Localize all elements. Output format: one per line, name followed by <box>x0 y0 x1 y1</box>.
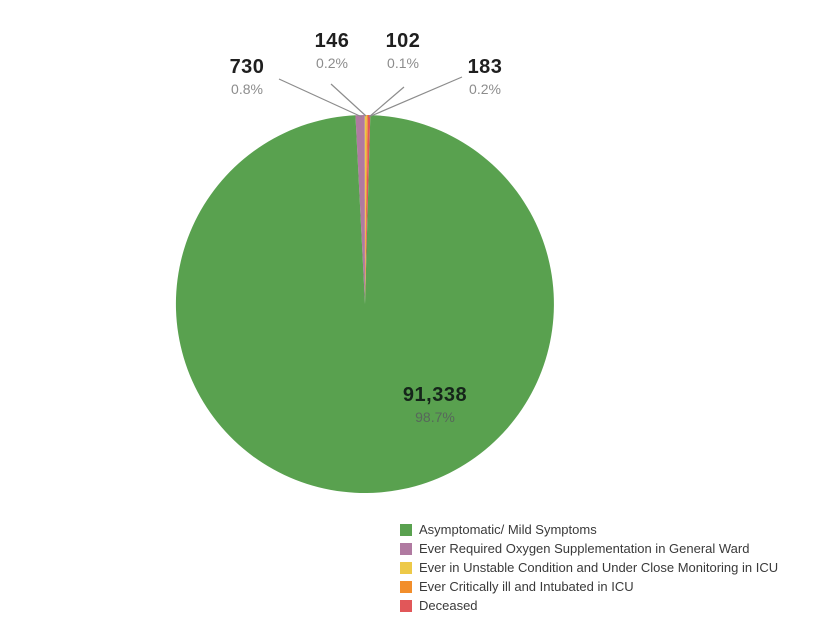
callout-percent: 0.2% <box>469 81 501 97</box>
legend-item-oxygen-general-ward: Ever Required Oxygen Supplementation in … <box>400 539 778 558</box>
callout-percent: 0.8% <box>231 81 263 97</box>
legend: Asymptomatic/ Mild Symptoms Ever Require… <box>400 520 778 615</box>
callout-oxygen-general-ward: 730 0.8% <box>230 56 265 97</box>
pie-slice-oxygen-general-ward <box>355 115 365 304</box>
callout-percent: 0.2% <box>316 55 348 71</box>
legend-label: Ever in Unstable Condition and Under Clo… <box>419 560 779 575</box>
callout-unstable-icu-monitoring: 146 0.2% <box>315 30 350 71</box>
legend-swatch-icon <box>400 599 412 612</box>
leader-line-critically-ill-intubated-icu <box>368 86 405 118</box>
legend-swatch-icon <box>400 523 412 536</box>
callout-percent: 0.1% <box>387 55 419 71</box>
pie-slice-deceased <box>365 115 371 305</box>
callout-value: 730 <box>229 56 265 78</box>
callout-value: 183 <box>467 56 503 78</box>
legend-label: Ever Critically ill and Intubated in ICU <box>419 579 634 594</box>
legend-item-critically-ill-intubated-icu: Ever Critically ill and Intubated in ICU <box>400 577 778 596</box>
pie-slices <box>175 115 554 494</box>
callout-critically-ill-intubated-icu: 102 0.1% <box>386 30 421 71</box>
leader-line-deceased <box>370 76 463 117</box>
legend-item-deceased: Deceased <box>400 596 778 615</box>
legend-item-unstable-icu-monitoring: Ever in Unstable Condition and Under Clo… <box>400 558 778 577</box>
pie-slice-asymptomatic-mild <box>175 115 554 494</box>
legend-swatch-icon <box>400 561 412 574</box>
legend-label: Asymptomatic/ Mild Symptoms <box>419 522 597 537</box>
pie-slice-unstable-icu-monitoring <box>364 115 367 304</box>
legend-label: Deceased <box>419 598 478 613</box>
callout-asymptomatic-mild: 91,338 98.7% <box>403 384 467 425</box>
callout-percent: 98.7% <box>415 409 455 425</box>
pie-slice-critically-ill-intubated-icu <box>365 115 368 304</box>
callout-value: 146 <box>314 30 350 52</box>
leader-lines <box>278 76 463 118</box>
leader-line-unstable-icu-monitoring <box>330 83 367 117</box>
callout-value: 102 <box>385 30 421 52</box>
legend-swatch-icon <box>400 542 412 555</box>
legend-item-asymptomatic-mild: Asymptomatic/ Mild Symptoms <box>400 520 778 539</box>
legend-label: Ever Required Oxygen Supplementation in … <box>419 541 750 556</box>
leader-line-oxygen-general-ward <box>278 78 363 118</box>
legend-swatch-icon <box>400 580 412 593</box>
callout-deceased: 183 0.2% <box>468 56 503 97</box>
callout-value: 91,338 <box>402 384 468 406</box>
